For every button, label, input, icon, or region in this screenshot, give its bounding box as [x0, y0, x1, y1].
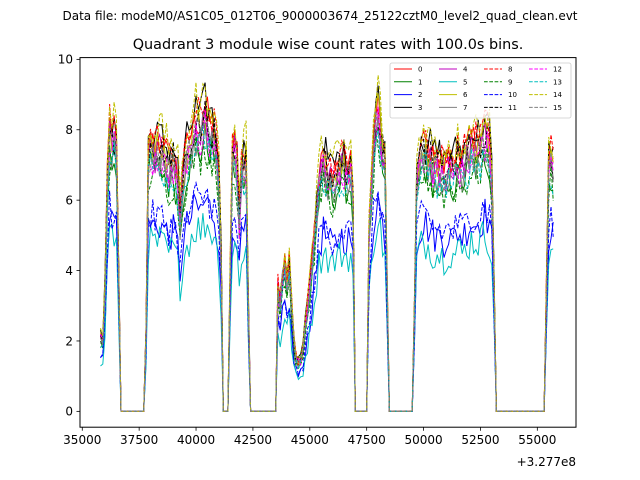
y-tick-label: 8 [65, 123, 73, 137]
y-tick-label: 0 [65, 405, 73, 419]
x-tick-label: 42500 [234, 433, 272, 447]
x-tick-label: 40000 [177, 433, 215, 447]
x-tick-label: 37500 [120, 433, 158, 447]
y-tick-label: 6 [65, 193, 73, 207]
suptitle: Data file: modeM0/AS1C05_012T06_90000036… [62, 9, 577, 23]
legend-label-8: 8 [508, 66, 512, 74]
series-line-9 [100, 129, 554, 412]
legend-label-2: 2 [418, 91, 422, 99]
chart-title: Quadrant 3 module wise count rates with … [133, 37, 524, 53]
legend-label-0: 0 [418, 66, 422, 74]
legend-box [389, 62, 572, 119]
series-line-5 [100, 213, 554, 412]
legend-label-14: 14 [553, 91, 562, 99]
x-offset-label: +3.277e8 [517, 455, 576, 469]
y-tick-label: 2 [65, 334, 73, 348]
x-tick-label: 35000 [63, 433, 101, 447]
legend-label-12: 12 [553, 66, 562, 74]
y-tick-label: 4 [65, 264, 73, 278]
legend-label-15: 15 [553, 104, 562, 112]
legend-label-6: 6 [463, 91, 468, 99]
y-tick-label: 10 [58, 53, 73, 67]
plot-series [100, 75, 554, 412]
legend-label-9: 9 [508, 78, 512, 86]
y-axis: 0 2 4 6 8 10 [58, 53, 80, 419]
legend-label-7: 7 [463, 104, 467, 112]
legend-label-11: 11 [508, 104, 517, 112]
series-line-14 [100, 75, 554, 412]
axes-frame [79, 57, 577, 428]
x-tick-label: 55000 [518, 433, 556, 447]
x-axis: 35000 37500 40000 42500 45000 47500 50000 52500… [63, 427, 556, 447]
series-line-7 [100, 112, 554, 412]
legend-label-10: 10 [508, 91, 517, 99]
series-line-15 [100, 110, 554, 412]
x-tick-label: 45000 [291, 433, 329, 447]
series-line-1 [100, 116, 554, 412]
legend-label-3: 3 [418, 104, 422, 112]
x-tick-label: 52500 [461, 433, 499, 447]
legend-label-13: 13 [553, 78, 562, 86]
series-line-10 [100, 180, 554, 412]
legend-label-5: 5 [463, 78, 467, 86]
series-line-13 [100, 125, 554, 412]
x-tick-label: 50000 [404, 433, 442, 447]
x-tick-label: 47500 [348, 433, 386, 447]
legend-label-1: 1 [418, 78, 422, 86]
legend-label-4: 4 [463, 66, 468, 74]
